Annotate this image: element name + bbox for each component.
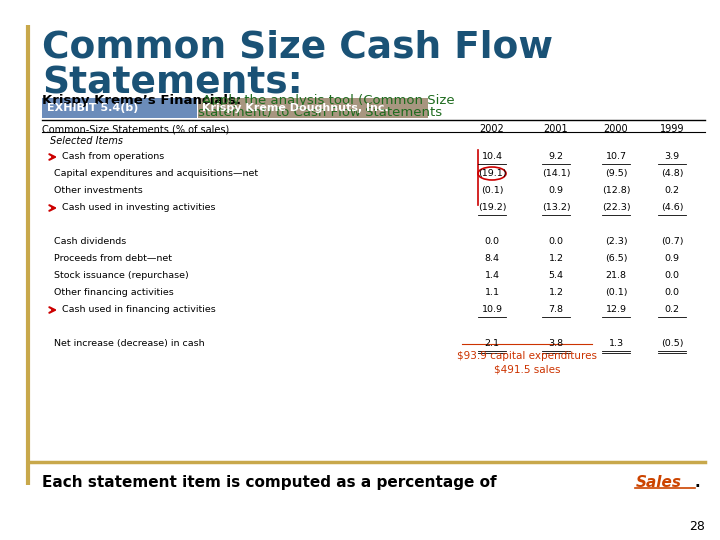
Text: 7.8: 7.8 [549, 305, 564, 314]
Text: (6.5): (6.5) [605, 254, 627, 263]
Text: Cash used in investing activities: Cash used in investing activities [62, 203, 215, 212]
Text: Capital expenditures and acquisitions—net: Capital expenditures and acquisitions—ne… [54, 169, 258, 178]
Text: Cash used in financing activities: Cash used in financing activities [62, 305, 216, 314]
Text: (4.6): (4.6) [661, 203, 683, 212]
Text: 0.0: 0.0 [665, 271, 680, 280]
Text: 1.4: 1.4 [485, 271, 500, 280]
Text: (19.1): (19.1) [478, 169, 506, 178]
Text: 1.2: 1.2 [549, 254, 564, 263]
Text: 5.4: 5.4 [549, 271, 564, 280]
Text: 1.2: 1.2 [549, 288, 564, 297]
Text: (2.3): (2.3) [605, 237, 627, 246]
Text: (0.1): (0.1) [481, 186, 503, 195]
Text: Krispy Kreme’s Financials:: Krispy Kreme’s Financials: [42, 94, 241, 107]
Text: Stock issuance (repurchase): Stock issuance (repurchase) [54, 271, 189, 280]
Text: $491.5 sales: $491.5 sales [494, 364, 560, 374]
FancyBboxPatch shape [198, 98, 428, 118]
Text: 2001: 2001 [544, 124, 568, 134]
Text: 9.2: 9.2 [549, 152, 564, 161]
Text: (9.5): (9.5) [605, 169, 627, 178]
Text: (12.8): (12.8) [602, 186, 630, 195]
Text: 1999: 1999 [660, 124, 684, 134]
Text: Selected Items: Selected Items [50, 136, 123, 146]
Text: 2000: 2000 [603, 124, 629, 134]
Text: (13.2): (13.2) [541, 203, 570, 212]
Text: Other financing activities: Other financing activities [54, 288, 174, 297]
Text: 2.1: 2.1 [485, 339, 500, 348]
Text: 1.3: 1.3 [608, 339, 624, 348]
Text: 21.8: 21.8 [606, 271, 626, 280]
Text: Other investments: Other investments [54, 186, 143, 195]
Text: Apply the analysis tool (Common Size: Apply the analysis tool (Common Size [198, 94, 454, 107]
Text: (0.1): (0.1) [605, 288, 627, 297]
Text: 0.2: 0.2 [665, 305, 680, 314]
Text: 0.0: 0.0 [485, 237, 500, 246]
Text: 1.1: 1.1 [485, 288, 500, 297]
Text: (14.1): (14.1) [541, 169, 570, 178]
Text: 12.9: 12.9 [606, 305, 626, 314]
Text: Common-Size Statements (% of sales): Common-Size Statements (% of sales) [42, 124, 229, 134]
Text: Statements:: Statements: [42, 65, 302, 101]
Text: 0.2: 0.2 [665, 186, 680, 195]
Text: Sales: Sales [635, 475, 681, 490]
Text: (22.3): (22.3) [602, 203, 630, 212]
Text: EXHIBIT 5.4(b): EXHIBIT 5.4(b) [47, 103, 138, 113]
Text: 0.9: 0.9 [549, 186, 564, 195]
Text: 10.7: 10.7 [606, 152, 626, 161]
Text: Proceeds from debt—net: Proceeds from debt—net [54, 254, 172, 263]
Text: 28: 28 [689, 520, 705, 533]
Text: (0.7): (0.7) [661, 237, 683, 246]
Text: 3.9: 3.9 [665, 152, 680, 161]
Text: (0.5): (0.5) [661, 339, 683, 348]
Text: 10.4: 10.4 [482, 152, 503, 161]
Text: .: . [695, 475, 701, 490]
Text: 10.9: 10.9 [482, 305, 503, 314]
Text: 0.0: 0.0 [665, 288, 680, 297]
Text: statement) to Cash Flow Statements: statement) to Cash Flow Statements [198, 106, 442, 119]
Text: Cash dividends: Cash dividends [54, 237, 126, 246]
Text: 0.9: 0.9 [665, 254, 680, 263]
Text: 0.0: 0.0 [549, 237, 564, 246]
Text: 2002: 2002 [480, 124, 505, 134]
Text: Krispy Kreme Doughnuts, Inc.: Krispy Kreme Doughnuts, Inc. [202, 103, 389, 113]
Text: 3.8: 3.8 [549, 339, 564, 348]
Text: Common Size Cash Flow: Common Size Cash Flow [42, 30, 553, 66]
Text: Cash from operations: Cash from operations [62, 152, 164, 161]
Text: 8.4: 8.4 [485, 254, 500, 263]
Text: (19.2): (19.2) [478, 203, 506, 212]
Text: Net increase (decrease) in cash: Net increase (decrease) in cash [54, 339, 204, 348]
Text: (4.8): (4.8) [661, 169, 683, 178]
Text: Each statement item is computed as a percentage of: Each statement item is computed as a per… [42, 475, 502, 490]
FancyBboxPatch shape [42, 98, 197, 118]
Text: $93.9 capital expenditures: $93.9 capital expenditures [457, 351, 597, 361]
